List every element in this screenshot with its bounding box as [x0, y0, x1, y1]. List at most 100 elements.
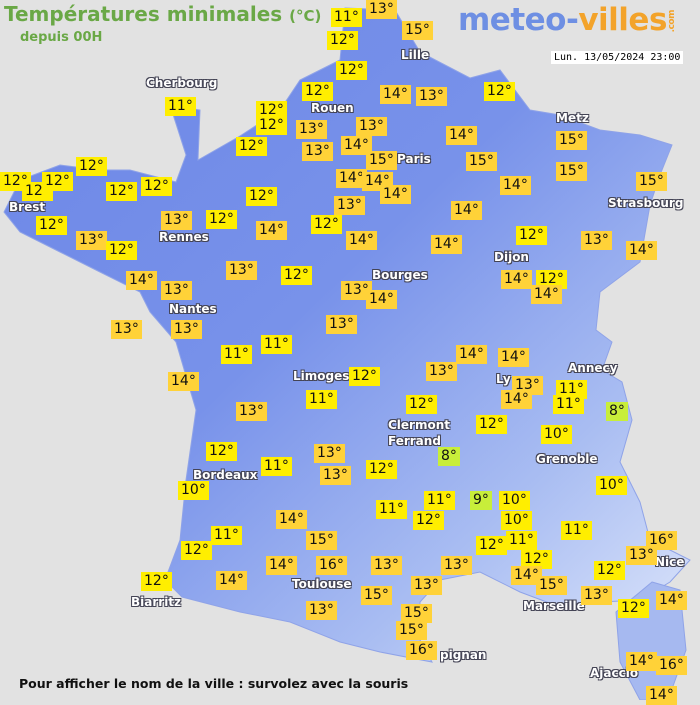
- temperature-label[interactable]: 14°: [656, 591, 687, 610]
- temperature-label[interactable]: 11°: [424, 491, 455, 510]
- temperature-label[interactable]: 13°: [111, 320, 142, 339]
- temperature-label[interactable]: 12°: [484, 82, 515, 101]
- temperature-label[interactable]: 11°: [306, 390, 337, 409]
- temperature-label[interactable]: 14°: [626, 652, 657, 671]
- temperature-label[interactable]: 12°: [256, 116, 287, 135]
- temperature-label[interactable]: 12°: [311, 215, 342, 234]
- temperature-label[interactable]: 16°: [646, 531, 677, 550]
- temperature-label[interactable]: 12°: [516, 226, 547, 245]
- temperature-label[interactable]: 10°: [501, 511, 532, 530]
- temperature-label[interactable]: 12°: [476, 415, 507, 434]
- temperature-label[interactable]: 10°: [596, 476, 627, 495]
- temperature-label[interactable]: 13°: [581, 231, 612, 250]
- temperature-label[interactable]: 13°: [334, 196, 365, 215]
- temperature-label[interactable]: 13°: [306, 601, 337, 620]
- temperature-label[interactable]: 14°: [336, 169, 367, 188]
- temperature-label[interactable]: 14°: [498, 348, 529, 367]
- temperature-label[interactable]: 14°: [626, 241, 657, 260]
- temperature-label[interactable]: 13°: [161, 211, 192, 230]
- temperature-label[interactable]: 12°: [349, 367, 380, 386]
- temperature-label[interactable]: 14°: [366, 290, 397, 309]
- temperature-label[interactable]: 14°: [500, 176, 531, 195]
- temperature-label[interactable]: 12°: [366, 460, 397, 479]
- temperature-label[interactable]: 12°: [141, 572, 172, 591]
- temperature-label[interactable]: 15°: [402, 21, 433, 40]
- temperature-label[interactable]: 15°: [306, 531, 337, 550]
- temperature-label[interactable]: 14°: [380, 185, 411, 204]
- temperature-label[interactable]: 15°: [556, 162, 587, 181]
- temperature-label[interactable]: 12°: [206, 210, 237, 229]
- temperature-label[interactable]: 14°: [646, 686, 677, 705]
- temperature-label[interactable]: 11°: [561, 521, 592, 540]
- meteo-villes-logo[interactable]: meteo-villes .com: [458, 2, 677, 38]
- temperature-label[interactable]: 13°: [411, 576, 442, 595]
- temperature-label[interactable]: 13°: [226, 261, 257, 280]
- temperature-label[interactable]: 16°: [316, 556, 347, 575]
- temperature-label[interactable]: 12°: [246, 187, 277, 206]
- temperature-label[interactable]: 16°: [656, 656, 687, 675]
- temperature-label[interactable]: 12°: [406, 395, 437, 414]
- temperature-label[interactable]: 11°: [261, 335, 292, 354]
- temperature-label[interactable]: 11°: [506, 531, 537, 550]
- temperature-label[interactable]: 12°: [281, 266, 312, 285]
- temperature-label[interactable]: 12°: [181, 541, 212, 560]
- temperature-label[interactable]: 13°: [314, 444, 345, 463]
- temperature-label[interactable]: 14°: [501, 390, 532, 409]
- temperature-label[interactable]: 11°: [331, 8, 362, 27]
- temperature-label[interactable]: 12°: [76, 157, 107, 176]
- temperature-label[interactable]: 14°: [168, 372, 199, 391]
- temperature-label[interactable]: 15°: [556, 131, 587, 150]
- temperature-label[interactable]: 14°: [346, 231, 377, 250]
- temperature-label[interactable]: 12°: [336, 61, 367, 80]
- temperature-label[interactable]: 15°: [366, 151, 397, 170]
- temperature-label[interactable]: 12°: [476, 536, 507, 555]
- temperature-label[interactable]: 13°: [296, 120, 327, 139]
- temperature-label[interactable]: 13°: [326, 315, 357, 334]
- temperature-label[interactable]: 13°: [341, 281, 372, 300]
- temperature-label[interactable]: 12°: [141, 177, 172, 196]
- temperature-label[interactable]: 12°: [413, 511, 444, 530]
- temperature-label[interactable]: 15°: [466, 152, 497, 171]
- temperature-label[interactable]: 12°: [327, 31, 358, 50]
- temperature-label[interactable]: 12°: [302, 82, 333, 101]
- temperature-label[interactable]: 12°: [42, 172, 73, 191]
- temperature-label[interactable]: 12°: [536, 270, 567, 289]
- temperature-label[interactable]: 12°: [521, 550, 552, 569]
- temperature-label[interactable]: 12°: [106, 182, 137, 201]
- temperature-label[interactable]: 11°: [556, 380, 587, 399]
- temperature-label[interactable]: 11°: [553, 395, 584, 414]
- temperature-label[interactable]: 8°: [438, 447, 460, 466]
- temperature-label[interactable]: 15°: [636, 172, 667, 191]
- temperature-label[interactable]: 8°: [606, 402, 628, 421]
- temperature-label[interactable]: 14°: [216, 571, 247, 590]
- temperature-label[interactable]: 15°: [401, 604, 432, 623]
- temperature-label[interactable]: 14°: [256, 221, 287, 240]
- temperature-label[interactable]: 14°: [126, 271, 157, 290]
- temperature-label[interactable]: 11°: [376, 500, 407, 519]
- temperature-label[interactable]: 15°: [396, 621, 427, 640]
- temperature-label[interactable]: 13°: [320, 466, 351, 485]
- temperature-label[interactable]: 10°: [541, 425, 572, 444]
- temperature-label[interactable]: 11°: [221, 345, 252, 364]
- temperature-label[interactable]: 13°: [171, 320, 202, 339]
- temperature-label[interactable]: 13°: [356, 117, 387, 136]
- temperature-label[interactable]: 13°: [161, 281, 192, 300]
- temperature-label[interactable]: 14°: [451, 201, 482, 220]
- temperature-label[interactable]: 13°: [371, 556, 402, 575]
- temperature-label[interactable]: 14°: [446, 126, 477, 145]
- temperature-label[interactable]: 14°: [501, 270, 532, 289]
- temperature-label[interactable]: 13°: [581, 586, 612, 605]
- temperature-label[interactable]: 14°: [456, 345, 487, 364]
- temperature-label[interactable]: 14°: [531, 285, 562, 304]
- temperature-label[interactable]: 13°: [512, 376, 543, 395]
- temperature-label[interactable]: 15°: [536, 576, 567, 595]
- temperature-label[interactable]: 14°: [266, 556, 297, 575]
- temperature-label[interactable]: 13°: [76, 231, 107, 250]
- temperature-label[interactable]: 15°: [361, 586, 392, 605]
- temperature-label[interactable]: 11°: [165, 97, 196, 116]
- temperature-label[interactable]: 12°: [36, 216, 67, 235]
- temperature-label[interactable]: 12°: [106, 241, 137, 260]
- temperature-label[interactable]: 10°: [499, 491, 530, 510]
- temperature-label[interactable]: 12°: [206, 442, 237, 461]
- temperature-label[interactable]: 16°: [406, 641, 437, 660]
